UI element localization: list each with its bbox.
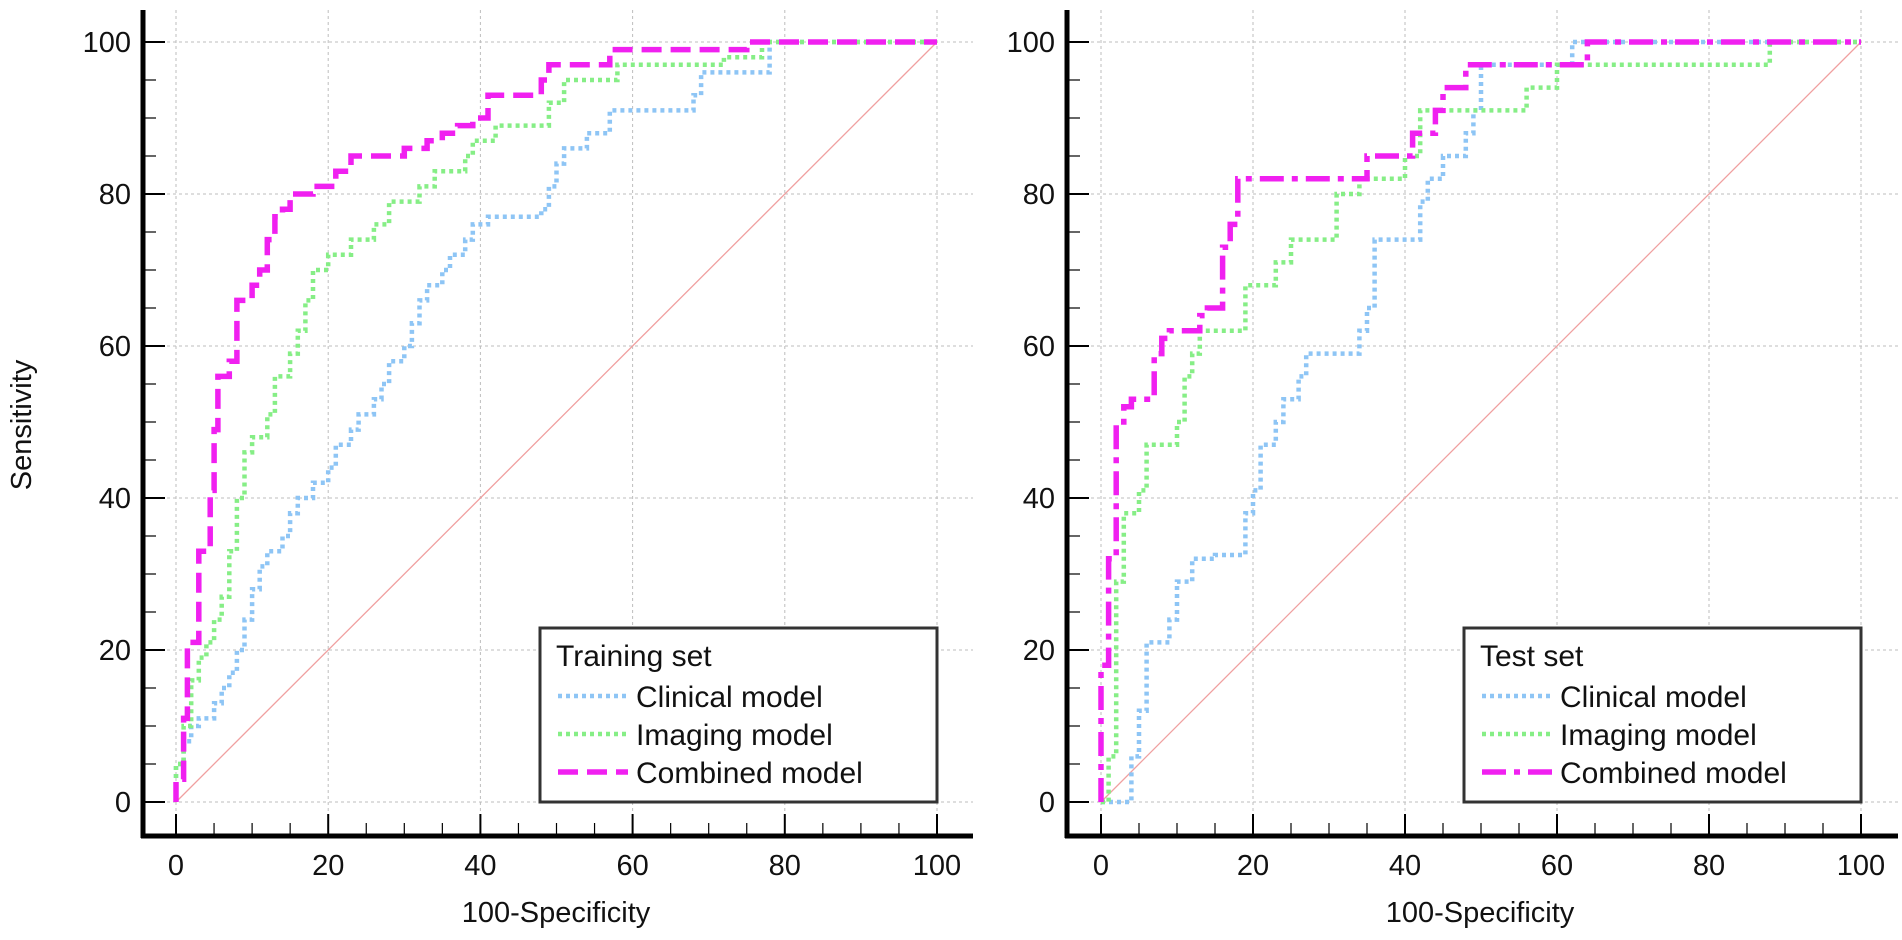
x-tick-label: 20 <box>1237 850 1269 882</box>
legend-label: Combined model <box>1560 757 1787 790</box>
legend-title: Training set <box>556 640 712 673</box>
y-tick-label: 20 <box>99 635 131 667</box>
test-set-roc-chart: 0 20 40 60 80 100 0 20 40 60 80 100 100-Specificity T… <box>1007 10 1898 929</box>
x-tick-label: 60 <box>616 850 648 882</box>
series-line-clinical-model <box>173 39 937 802</box>
legend-label: Combined model <box>636 757 863 790</box>
x-tick-label: 100 <box>913 850 961 882</box>
y-axis-title: Sensitivity <box>6 359 38 490</box>
x-tick-label: 40 <box>464 850 496 882</box>
x-tick-label: 80 <box>769 850 801 882</box>
x-tick-label: 80 <box>1693 850 1725 882</box>
x-tick-label: 0 <box>1093 850 1109 882</box>
series-line-combined-model <box>173 39 937 802</box>
series-line-combined-model <box>1098 39 1861 802</box>
legend-label: Clinical model <box>1560 681 1747 714</box>
x-axis-title: 100-Specificity <box>462 897 651 929</box>
training-set-roc-chart: 0 20 40 60 80 100 0 20 40 60 80 100 100-Specificity T… <box>83 10 973 929</box>
series-line-imaging-model <box>1101 39 1861 805</box>
y-tick-label: 20 <box>1023 635 1055 667</box>
legend-label: Imaging model <box>636 719 833 752</box>
legend-label: Clinical model <box>636 681 823 714</box>
y-tick-label: 60 <box>99 331 131 363</box>
legend-label: Imaging model <box>1560 719 1757 752</box>
reference-diagonal-line <box>1100 41 1862 803</box>
y-tick-label: 80 <box>99 179 131 211</box>
y-tick-label: 0 <box>115 787 131 819</box>
legend: Test set Clinical model Imaging model Combi… <box>1462 626 1863 804</box>
x-tick-label: 0 <box>168 850 184 882</box>
legend: Training set Clinical model Imaging model C… <box>538 626 939 804</box>
series-line-clinical-model <box>1101 39 1861 805</box>
reference-diagonal-line <box>175 41 938 803</box>
y-tick-label: 40 <box>99 483 131 515</box>
legend-title: Test set <box>1480 640 1584 673</box>
y-tick-label: 40 <box>1023 483 1055 515</box>
x-tick-label: 20 <box>312 850 344 882</box>
x-tick-label: 40 <box>1389 850 1421 882</box>
y-tick-label: 100 <box>1007 27 1055 59</box>
y-tick-label: 80 <box>1023 179 1055 211</box>
x-tick-label: 60 <box>1541 850 1573 882</box>
y-tick-label: 0 <box>1039 787 1055 819</box>
y-tick-label: 60 <box>1023 331 1055 363</box>
x-tick-label: 100 <box>1837 850 1885 882</box>
x-axis-title: 100-Specificity <box>1386 897 1575 929</box>
y-tick-label: 100 <box>83 27 131 59</box>
